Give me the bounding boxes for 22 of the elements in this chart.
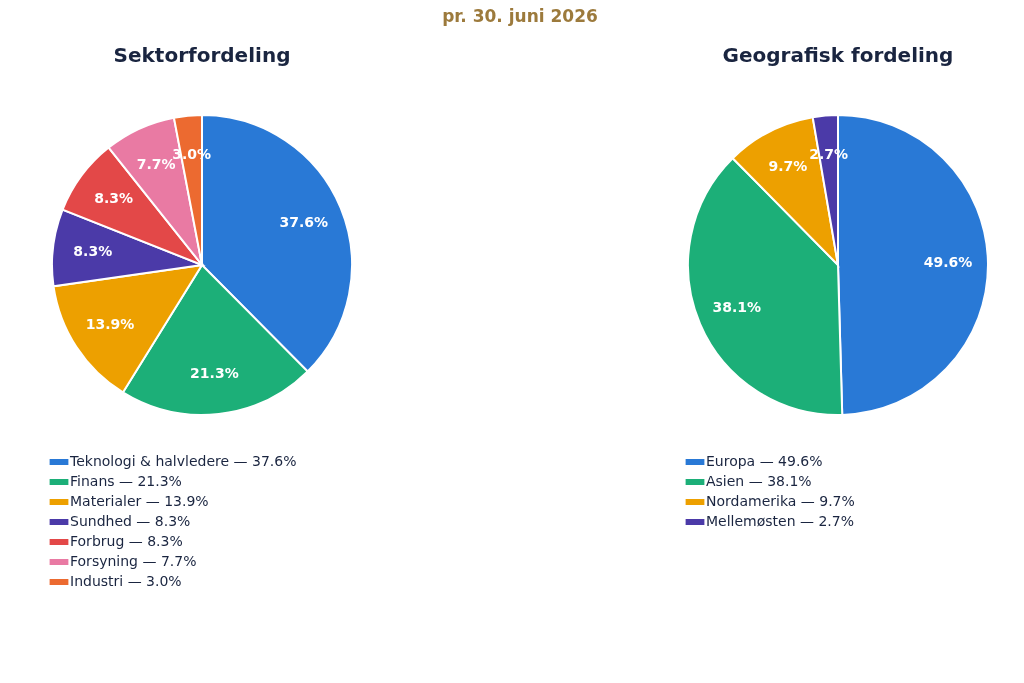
data-label: 8.3% bbox=[73, 243, 113, 260]
legend-label: Sundhed — 8.3% bbox=[70, 513, 191, 529]
text: pr. 30. juni 2026 bbox=[442, 6, 598, 26]
chart-title: Geografisk fordeling bbox=[722, 43, 954, 67]
data-label: 21.3% bbox=[190, 365, 239, 382]
data-label: 9.7% bbox=[768, 158, 808, 175]
data-label: 49.6% bbox=[923, 254, 973, 271]
legend-label: Materialer — 13.9% bbox=[70, 493, 209, 509]
data-label: 37.6% bbox=[279, 214, 328, 231]
legend-label: Europa — 49.6% bbox=[706, 453, 823, 469]
legend-label: Forsyning — 7.7% bbox=[70, 553, 197, 569]
data-label: 38.1% bbox=[712, 299, 762, 316]
legend-label: Nordamerika — 9.7% bbox=[706, 493, 855, 509]
legend-label: Industri — 3.0% bbox=[70, 573, 182, 589]
legend-label: Teknologi & halvledere — 37.6% bbox=[69, 453, 297, 469]
legend-label: Forbrug — 8.3% bbox=[70, 533, 183, 549]
legend-label: Finans — 21.3% bbox=[70, 473, 182, 489]
data-label: 8.3% bbox=[94, 190, 134, 207]
legend-label: Mellemøsten — 2.7% bbox=[706, 513, 855, 529]
chart-title: Sektorfordeling bbox=[113, 43, 291, 67]
legend-label: Asien — 38.1% bbox=[706, 473, 812, 489]
data-label: 13.9% bbox=[85, 316, 135, 333]
